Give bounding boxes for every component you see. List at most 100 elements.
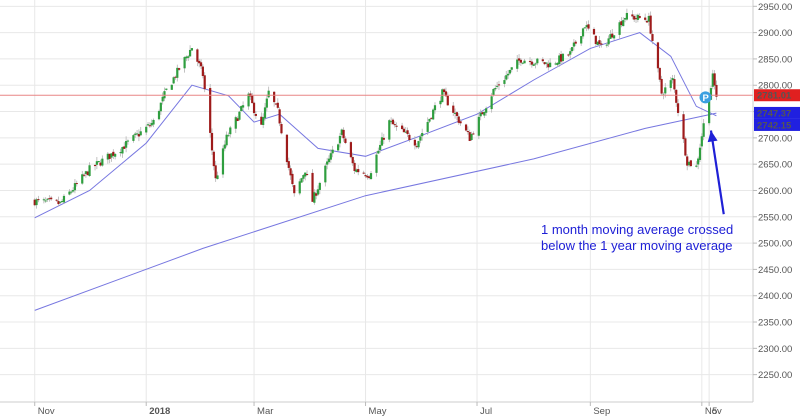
candle-up: [176, 67, 179, 78]
candle-down: [528, 60, 532, 62]
candle-up: [379, 144, 382, 151]
candle-down: [353, 162, 356, 171]
candle-down: [86, 171, 89, 176]
candle-up: [240, 106, 243, 112]
candle-up: [165, 88, 168, 90]
candle-down: [634, 18, 638, 20]
candle-up: [185, 56, 188, 59]
candle-up: [59, 201, 62, 203]
candle-down: [415, 146, 418, 148]
candle-down: [201, 66, 204, 76]
candle-down: [203, 75, 206, 90]
candle-up: [241, 105, 245, 108]
candle-down: [676, 103, 680, 113]
candle-up: [711, 73, 714, 87]
candle-up: [419, 136, 422, 141]
candle-up: [534, 63, 537, 65]
candle-up: [671, 78, 674, 81]
candle-up: [428, 118, 431, 122]
candle-up: [490, 96, 493, 110]
candle-down: [351, 157, 354, 164]
candle-up: [101, 158, 104, 166]
y-tick-label: 2500.00: [758, 239, 792, 250]
candle-up: [338, 135, 342, 144]
candle-down: [519, 59, 522, 63]
candle-down: [611, 33, 614, 38]
candle-up: [188, 49, 192, 57]
candle-down: [673, 79, 676, 90]
candle-up: [324, 165, 327, 183]
candle-down: [541, 59, 544, 62]
candle-down: [620, 21, 623, 26]
candle-down: [368, 176, 371, 179]
candle-up: [135, 133, 139, 135]
candle-up: [84, 171, 88, 174]
marker: P: [699, 91, 712, 104]
candle-up: [687, 161, 691, 166]
candle-up: [70, 191, 73, 193]
candle-down: [252, 102, 256, 114]
candle-down: [174, 76, 177, 78]
price-label-bg: [754, 118, 800, 131]
y-axis-ticks: 2250.00 2300.00 2350.00 2400.00 2450.00 2500.…: [753, 2, 792, 381]
candle-down: [198, 60, 201, 64]
candle-down: [459, 121, 462, 124]
marker-circle: [699, 91, 712, 104]
candle-up: [433, 105, 437, 111]
x-tick-label: May: [369, 406, 387, 417]
price-label-bg: [754, 89, 800, 102]
candle-up: [523, 60, 526, 64]
candle-up: [247, 93, 250, 107]
candle-down: [212, 151, 215, 167]
candle-up: [505, 75, 508, 80]
candle-up: [97, 160, 100, 162]
candle-down: [530, 61, 533, 65]
candle-down: [112, 151, 115, 156]
candle-down: [274, 103, 278, 105]
y-tick-label: 2400.00: [758, 291, 792, 302]
candle-up: [612, 35, 616, 39]
candle-down: [305, 174, 309, 176]
candle-up: [605, 44, 608, 46]
candle-down: [37, 199, 40, 201]
candle-down: [199, 62, 203, 67]
candle-down: [393, 124, 396, 126]
candle-up: [81, 174, 84, 184]
candle-up: [570, 47, 574, 52]
x-tick-label: Sep: [593, 406, 610, 417]
candle-up: [110, 153, 113, 158]
candle-up: [404, 131, 407, 133]
candle-up: [329, 153, 332, 160]
candle-up: [622, 20, 625, 27]
candle-up: [380, 137, 384, 146]
candle-down: [280, 124, 283, 134]
candle-up: [73, 183, 77, 191]
candle-up: [388, 120, 391, 140]
candle-down: [658, 67, 661, 80]
y-tick-label: 2650.00: [758, 160, 792, 171]
candle-up: [510, 67, 513, 70]
candle-down: [452, 105, 455, 113]
candle-up: [556, 62, 559, 65]
x-tick-label: Nov: [705, 406, 722, 417]
candle-up: [521, 62, 524, 64]
annotation-arrow-shaft: [709, 130, 725, 215]
candle-down: [364, 175, 367, 177]
candle-down: [645, 20, 649, 23]
candle-down: [481, 112, 484, 115]
candle-up: [229, 127, 232, 135]
candle-down: [633, 16, 636, 20]
candle-up: [585, 25, 588, 28]
candle-down: [289, 168, 292, 176]
candle-down: [344, 138, 347, 143]
candle-down: [99, 162, 102, 166]
ma-1-year-line: [34, 112, 717, 311]
candle-down: [236, 118, 239, 122]
moving-averages: [34, 32, 717, 311]
candle-down: [209, 87, 212, 133]
candle-down: [311, 172, 314, 202]
marker-label: P: [702, 93, 709, 104]
candle-up: [302, 175, 305, 179]
candle-down: [675, 89, 678, 103]
candle-up: [61, 200, 64, 202]
